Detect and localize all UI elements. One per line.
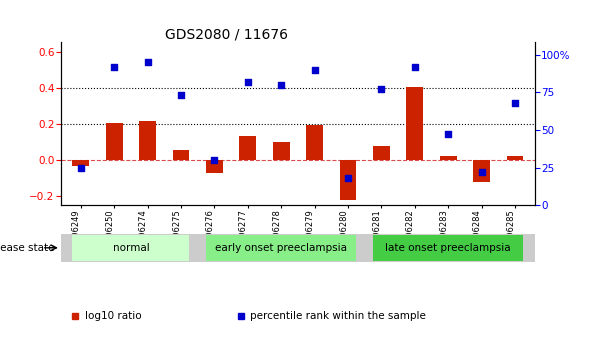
Bar [206,235,356,261]
Bar [506,155,523,160]
Point [410,64,420,69]
Bar [206,160,223,173]
Point [109,64,119,69]
Point [176,92,186,98]
Point [143,59,153,65]
Point [243,79,253,85]
Bar [72,160,89,166]
Bar [373,235,523,261]
Bar [373,145,390,160]
Point [443,132,453,137]
Point [76,165,86,171]
Point [309,67,319,73]
Point [277,82,286,87]
Bar [440,156,457,160]
Bar [407,87,423,160]
Bar [173,150,189,160]
Point [210,157,219,163]
Bar [273,142,289,160]
Bar [139,121,156,160]
Bar [106,123,123,160]
Bar [306,125,323,160]
Text: GDS2080 / 11676: GDS2080 / 11676 [165,27,288,41]
Text: log10 ratio: log10 ratio [85,311,141,321]
Point [510,100,520,105]
Bar [72,235,189,261]
Text: late onset preeclampsia: late onset preeclampsia [385,243,511,253]
Point [343,175,353,181]
Point [376,86,386,92]
Point [477,169,486,175]
Bar [473,160,490,182]
Text: disease state: disease state [0,243,55,253]
Text: early onset preeclampsia: early onset preeclampsia [215,243,347,253]
Text: normal: normal [112,243,150,253]
Bar [340,160,356,200]
Text: percentile rank within the sample: percentile rank within the sample [250,311,426,321]
Bar [240,136,256,160]
